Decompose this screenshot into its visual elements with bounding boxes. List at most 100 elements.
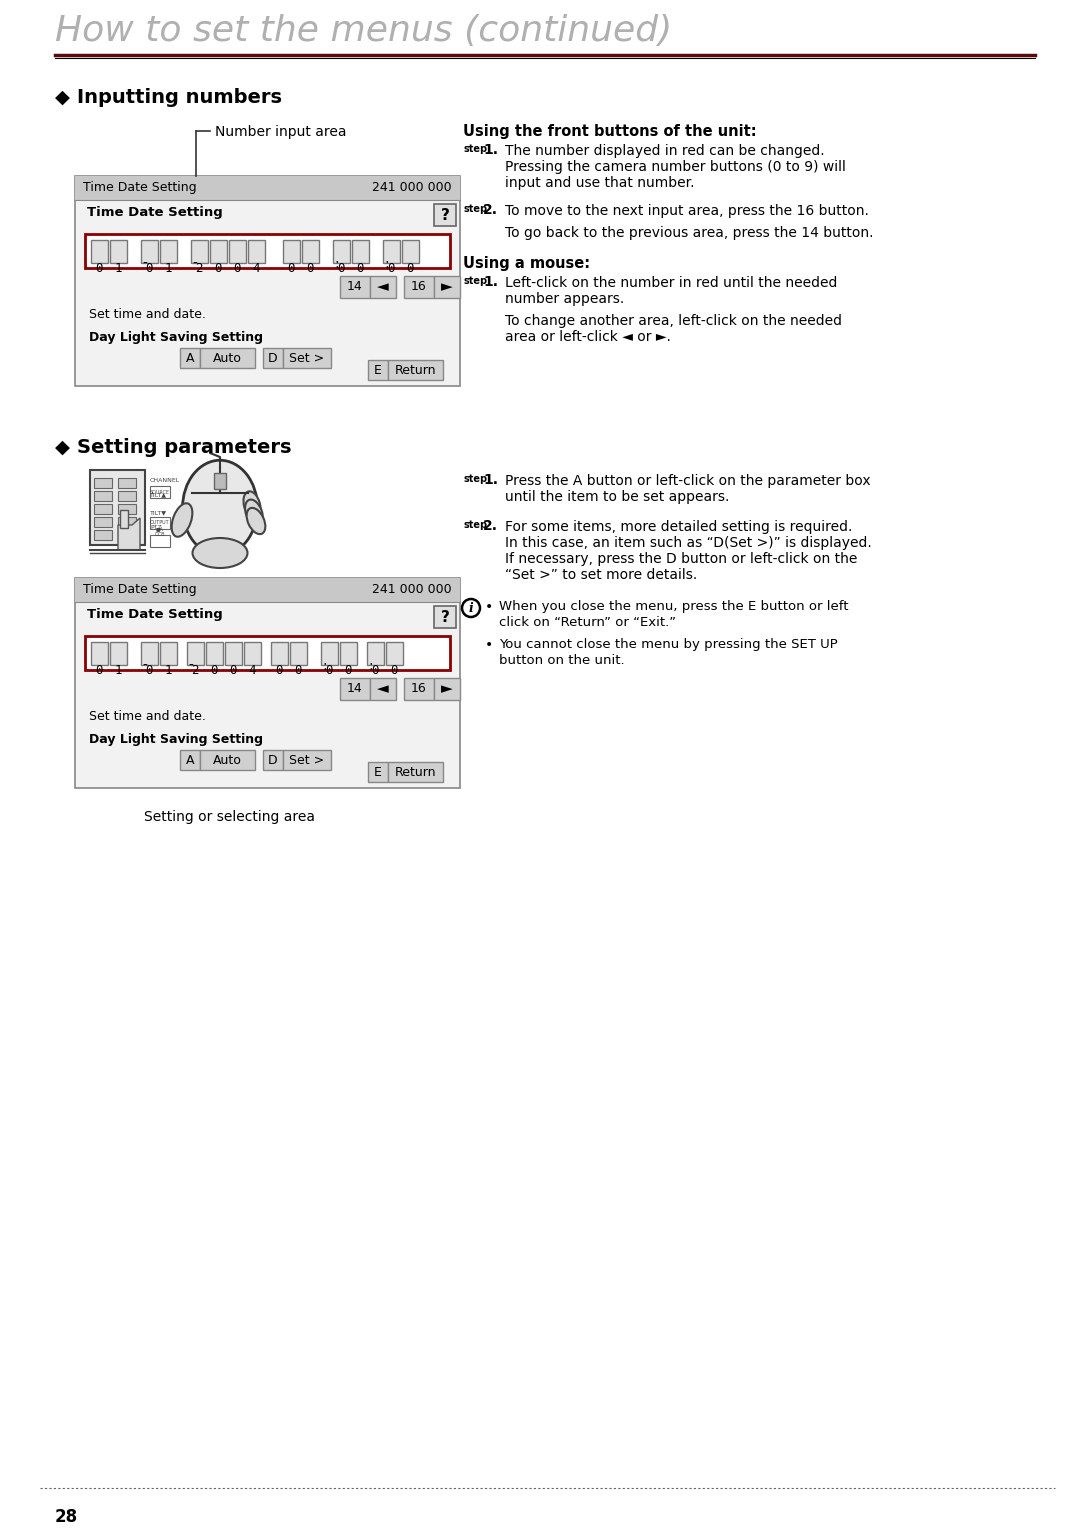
- Text: :: :: [384, 257, 389, 270]
- Text: 241 000 000: 241 000 000: [373, 180, 453, 194]
- Text: ►: ►: [441, 280, 453, 295]
- FancyBboxPatch shape: [160, 240, 176, 263]
- Text: :: :: [335, 257, 339, 270]
- FancyBboxPatch shape: [85, 636, 450, 669]
- Text: Left-click on the number in red until the needed: Left-click on the number in red until th…: [505, 277, 837, 290]
- FancyBboxPatch shape: [340, 678, 370, 700]
- FancyBboxPatch shape: [321, 642, 337, 665]
- Text: How to set the menus (continued): How to set the menus (continued): [55, 14, 672, 47]
- Ellipse shape: [243, 492, 260, 518]
- Text: To go back to the previous area, press the 14 button.: To go back to the previous area, press t…: [505, 226, 874, 240]
- Text: E: E: [374, 364, 382, 376]
- Text: 0: 0: [294, 665, 301, 677]
- Text: 0: 0: [307, 263, 314, 275]
- FancyBboxPatch shape: [368, 762, 388, 782]
- Text: ►: ►: [441, 681, 453, 697]
- Text: Time Date Setting: Time Date Setting: [83, 180, 197, 194]
- Text: 0: 0: [390, 665, 397, 677]
- FancyBboxPatch shape: [434, 607, 456, 628]
- Text: 14: 14: [347, 683, 363, 695]
- FancyBboxPatch shape: [404, 277, 434, 298]
- FancyBboxPatch shape: [75, 578, 460, 788]
- Polygon shape: [120, 510, 129, 529]
- FancyBboxPatch shape: [200, 750, 255, 770]
- Text: Press the A button or left-click on the parameter box: Press the A button or left-click on the …: [505, 474, 870, 487]
- Text: D: D: [268, 351, 278, 365]
- FancyBboxPatch shape: [180, 348, 200, 368]
- Text: You cannot close the menu by pressing the SET UP: You cannot close the menu by pressing th…: [499, 639, 838, 651]
- Text: i: i: [469, 602, 473, 614]
- Text: :: :: [323, 659, 327, 672]
- Text: 241 000 000: 241 000 000: [373, 584, 453, 596]
- Text: ◆: ◆: [55, 89, 70, 107]
- FancyBboxPatch shape: [205, 642, 222, 665]
- Text: Auto: Auto: [213, 351, 242, 365]
- Ellipse shape: [246, 507, 266, 535]
- FancyBboxPatch shape: [75, 176, 460, 200]
- FancyBboxPatch shape: [283, 240, 299, 263]
- Text: :: :: [368, 659, 374, 672]
- Text: 0: 0: [214, 263, 221, 275]
- FancyBboxPatch shape: [118, 504, 136, 513]
- Text: 0: 0: [95, 665, 103, 677]
- Text: 1.: 1.: [483, 275, 498, 289]
- FancyBboxPatch shape: [402, 240, 419, 263]
- Text: Using the front buttons of the unit:: Using the front buttons of the unit:: [463, 124, 757, 139]
- FancyBboxPatch shape: [75, 176, 460, 387]
- Text: Set >: Set >: [289, 753, 325, 767]
- FancyBboxPatch shape: [434, 205, 456, 226]
- Text: input and use that number.: input and use that number.: [505, 176, 694, 189]
- Text: Using a mouse:: Using a mouse:: [463, 257, 590, 270]
- FancyBboxPatch shape: [94, 516, 112, 527]
- FancyBboxPatch shape: [229, 240, 245, 263]
- FancyBboxPatch shape: [187, 642, 203, 665]
- Text: Setting or selecting area: Setting or selecting area: [145, 810, 315, 824]
- Ellipse shape: [172, 503, 192, 536]
- Ellipse shape: [245, 500, 262, 527]
- Text: The number displayed in red can be changed.: The number displayed in red can be chang…: [505, 144, 825, 157]
- Text: 16: 16: [411, 281, 427, 293]
- Text: TILT▼: TILT▼: [150, 510, 167, 515]
- Text: Set time and date.: Set time and date.: [89, 711, 206, 723]
- Text: 0: 0: [145, 263, 152, 275]
- Text: Time Date Setting: Time Date Setting: [87, 608, 222, 620]
- FancyBboxPatch shape: [94, 504, 112, 513]
- Text: area or left-click ◄ or ►.: area or left-click ◄ or ►.: [505, 330, 671, 344]
- Text: 2: 2: [195, 263, 203, 275]
- Text: 1.: 1.: [483, 144, 498, 157]
- Text: Time Date Setting: Time Date Setting: [87, 206, 222, 219]
- Text: 0: 0: [406, 263, 414, 275]
- Text: OUTPUT
■A
OCB: OUTPUT ■A OCB: [150, 520, 170, 536]
- FancyBboxPatch shape: [94, 490, 112, 501]
- Text: 0: 0: [211, 665, 218, 677]
- Text: 0: 0: [145, 665, 152, 677]
- FancyBboxPatch shape: [140, 240, 158, 263]
- Text: To move to the next input area, press the 16 button.: To move to the next input area, press th…: [505, 205, 869, 219]
- FancyBboxPatch shape: [301, 240, 319, 263]
- FancyBboxPatch shape: [388, 361, 443, 380]
- Text: 2.: 2.: [483, 520, 498, 533]
- Text: PTZ: PTZ: [150, 526, 162, 530]
- Text: 0: 0: [275, 665, 283, 677]
- FancyBboxPatch shape: [404, 678, 434, 700]
- FancyBboxPatch shape: [109, 240, 126, 263]
- Text: 0: 0: [233, 263, 241, 275]
- Text: D: D: [268, 753, 278, 767]
- Text: •: •: [485, 639, 494, 652]
- FancyBboxPatch shape: [434, 678, 460, 700]
- Ellipse shape: [192, 538, 247, 568]
- FancyBboxPatch shape: [243, 642, 260, 665]
- Text: Setting parameters: Setting parameters: [77, 439, 292, 457]
- Text: -: -: [143, 659, 148, 672]
- FancyBboxPatch shape: [386, 642, 403, 665]
- Text: TILT▲: TILT▲: [150, 492, 167, 497]
- Text: 0: 0: [356, 263, 364, 275]
- FancyBboxPatch shape: [140, 642, 158, 665]
- Text: 2: 2: [191, 665, 199, 677]
- Text: 0: 0: [325, 665, 333, 677]
- FancyBboxPatch shape: [118, 478, 136, 487]
- FancyBboxPatch shape: [270, 642, 287, 665]
- Text: 0: 0: [372, 665, 379, 677]
- FancyBboxPatch shape: [289, 642, 307, 665]
- Text: 28: 28: [55, 1508, 78, 1526]
